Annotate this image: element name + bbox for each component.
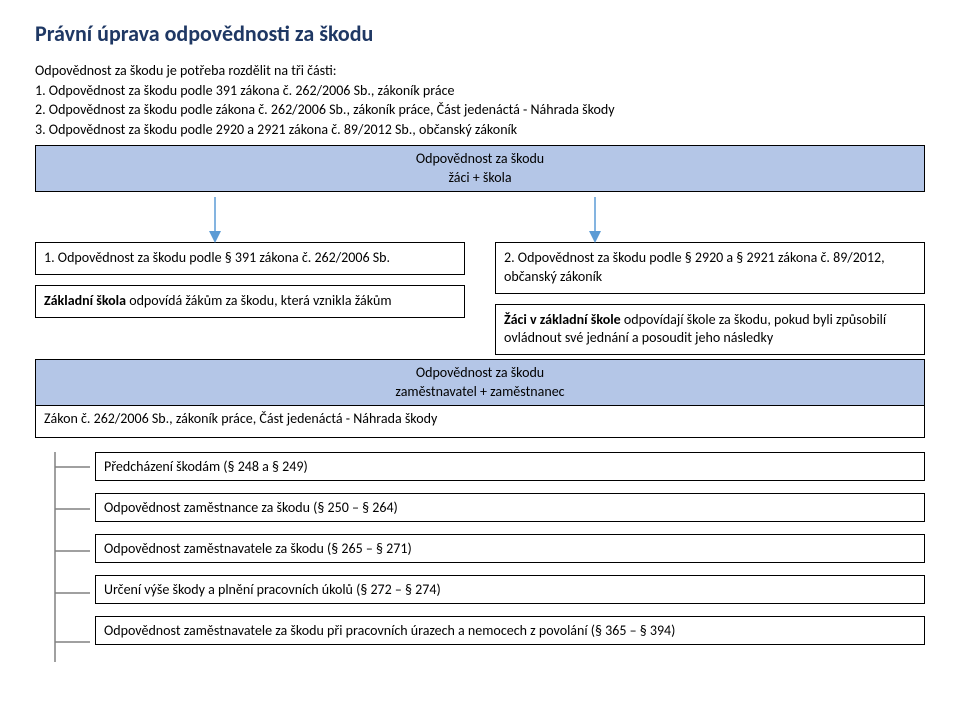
left-body-rest: odpovídá žákům za škodu, která vznikla ž… xyxy=(126,292,392,309)
intro-item-2: 2. Odpovědnost za škodu podle zákona č. … xyxy=(35,100,925,120)
right-body-box: Žáci v základní škole odpovídají škole z… xyxy=(495,304,925,356)
page-title: Právní úprava odpovědnosti za škodu xyxy=(35,20,925,47)
list-item: Odpovědnost zaměstnance za škodu (§ 250 … xyxy=(95,493,925,522)
right-column: 2. Odpovědnost za škodu podle § 2920 a §… xyxy=(495,242,925,356)
arrows-down-icon xyxy=(35,195,925,245)
banner-students-school: Odpovědnost za škodu žáci + škola xyxy=(35,145,925,191)
left-heading-box: 1. Odpovědnost za škodu podle § 391 záko… xyxy=(35,242,465,275)
list-item: Odpovědnost zaměstnavatele za škodu (§ 2… xyxy=(95,534,925,563)
intro-item-1: 1. Odpovědnost za škodu podle 391 zákona… xyxy=(35,81,925,101)
list-item: Určení výše škody a plnění pracovních úk… xyxy=(95,575,925,604)
intro-lead: Odpovědnost za škodu je potřeba rozdělit… xyxy=(35,61,925,81)
left-column: 1. Odpovědnost za škodu podle § 391 záko… xyxy=(35,242,465,356)
list-item: Odpovědnost zaměstnavatele za škodu při … xyxy=(95,616,925,645)
intro-block: Odpovědnost za škodu je potřeba rozdělit… xyxy=(35,61,925,139)
two-column-area: 1. Odpovědnost za škodu podle § 391 záko… xyxy=(35,242,925,356)
left-body-box: Základní škola odpovídá žákům za škodu, … xyxy=(35,285,465,318)
tree-list-area: Předcházení škodám (§ 248 a § 249) Odpov… xyxy=(35,452,925,645)
banner1-line1: Odpovědnost za škodu xyxy=(42,150,918,168)
banner-employer-employee: Odpovědnost za škodu zaměstnavatel + zam… xyxy=(36,360,924,405)
right-body-bold: Žáci v základní škole xyxy=(504,311,621,328)
banner2-line1: Odpovědnost za škodu xyxy=(42,364,918,382)
intro-item-3: 3. Odpovědnost za škodu podle 2920 a 292… xyxy=(35,120,925,140)
banner1-line2: žáci + škola xyxy=(42,169,918,187)
law-line: Zákon č. 262/2006 Sb., zákoník práce, Čá… xyxy=(36,406,924,429)
banner2-line2: zaměstnavatel + zaměstnanec xyxy=(42,383,918,401)
right-heading-box: 2. Odpovědnost za škodu podle § 2920 a §… xyxy=(495,242,925,294)
left-body-bold: Základní škola xyxy=(44,292,126,309)
list-item: Předcházení škodám (§ 248 a § 249) xyxy=(95,452,925,481)
employer-employee-block: Odpovědnost za škodu zaměstnavatel + zam… xyxy=(35,359,925,437)
tree-connector-icon xyxy=(35,452,95,692)
